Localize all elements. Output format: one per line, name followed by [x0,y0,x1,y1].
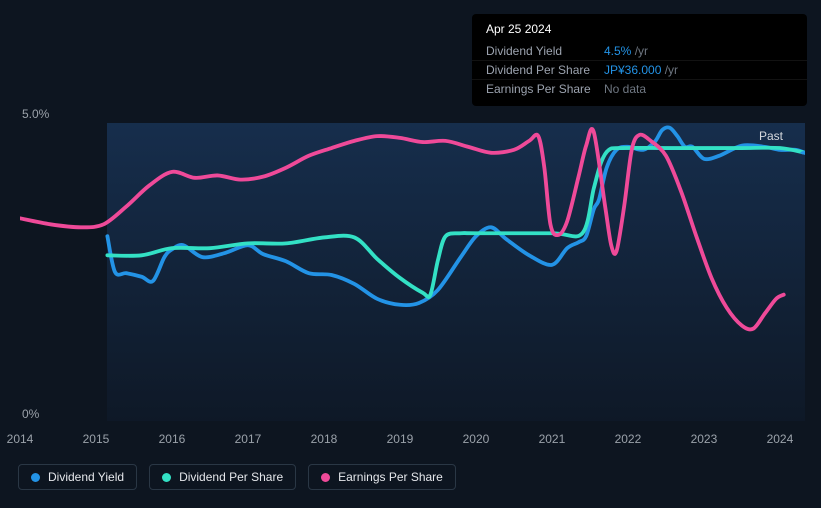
y-axis-max-label: 5.0% [22,107,49,121]
tooltip-row-value: 4.5% /yr [604,44,648,58]
tooltip-row: Dividend Yield4.5% /yr [472,42,807,61]
series-line [20,129,784,330]
tooltip-panel: Apr 25 2024 Dividend Yield4.5% /yrDivide… [472,14,807,106]
tooltip-date: Apr 25 2024 [472,22,807,42]
x-tick: 2021 [539,432,566,446]
x-tick: 2019 [387,432,414,446]
x-tick: 2016 [159,432,186,446]
x-tick: 2017 [235,432,262,446]
tooltip-row-label: Earnings Per Share [486,82,604,96]
series-line [107,127,805,305]
x-tick: 2023 [691,432,718,446]
legend: Dividend Yield Dividend Per Share Earnings… [18,464,456,490]
plot-region[interactable] [20,123,805,421]
x-axis: 2014201520162017201820192020202120222023… [20,432,805,450]
x-tick: 2015 [83,432,110,446]
tooltip-row: Earnings Per ShareNo data [472,80,807,98]
past-label: Past [759,129,783,143]
legend-label: Dividend Yield [48,470,124,484]
chart-lines [20,123,805,421]
legend-label: Dividend Per Share [179,470,283,484]
tooltip-row-value: No data [604,82,646,96]
legend-item[interactable]: Dividend Yield [18,464,137,490]
x-tick: 2018 [311,432,338,446]
x-tick: 2020 [463,432,490,446]
legend-item[interactable]: Earnings Per Share [308,464,456,490]
series-line [107,148,805,297]
tooltip-row-label: Dividend Yield [486,44,604,58]
tooltip-row-value: JP¥36.000 /yr [604,63,678,77]
tooltip-row-label: Dividend Per Share [486,63,604,77]
tooltip-row: Dividend Per ShareJP¥36.000 /yr [472,61,807,80]
x-tick: 2014 [7,432,34,446]
legend-dot-icon [162,473,171,482]
legend-item[interactable]: Dividend Per Share [149,464,296,490]
legend-dot-icon [321,473,330,482]
x-tick: 2024 [767,432,794,446]
chart-area: 5.0% 0% Past [20,105,805,435]
legend-label: Earnings Per Share [338,470,443,484]
x-tick: 2022 [615,432,642,446]
legend-dot-icon [31,473,40,482]
